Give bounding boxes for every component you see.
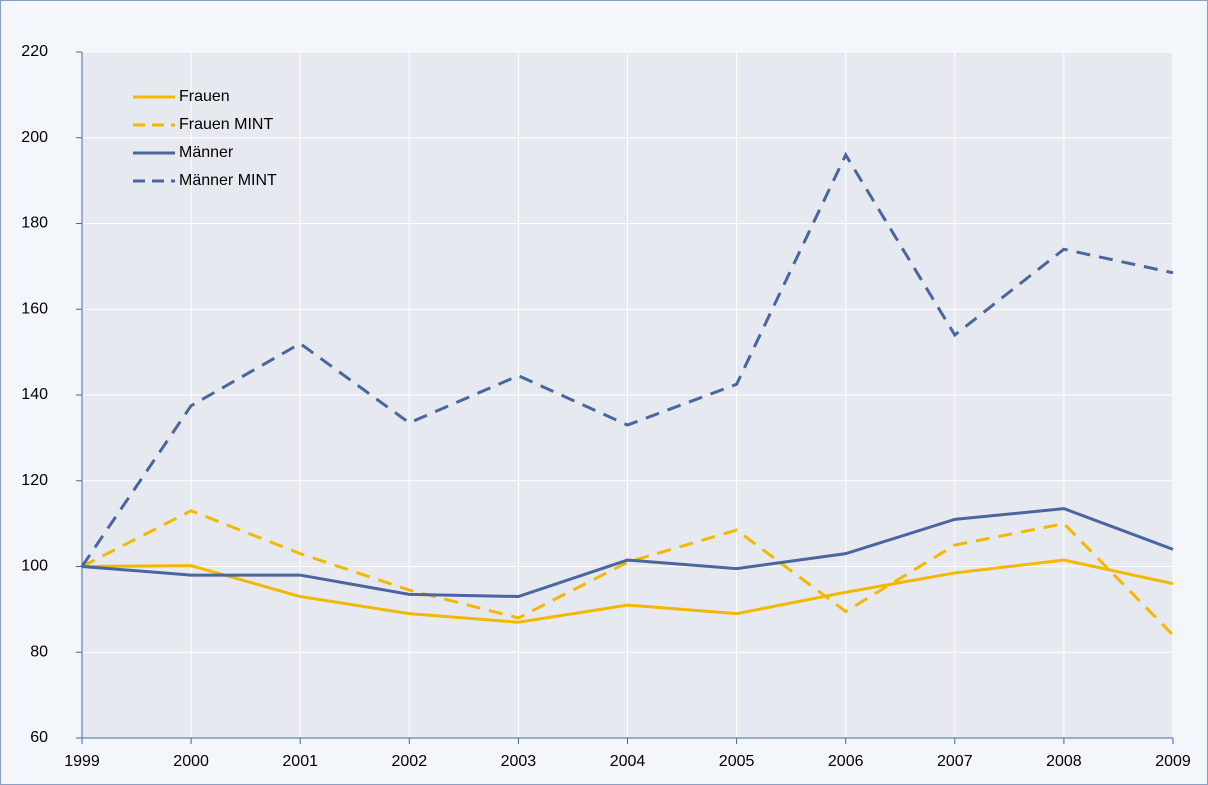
y-tick-label: 200 <box>21 129 48 146</box>
y-tick-label: 60 <box>30 729 48 746</box>
y-tick-label: 100 <box>21 558 48 575</box>
legend-label: Frauen MINT <box>179 116 273 133</box>
series-line <box>81 507 1174 599</box>
x-tick-label: 2005 <box>719 753 755 770</box>
x-tick-label: 2006 <box>828 753 864 770</box>
legend-label: Männer MINT <box>179 172 277 189</box>
y-tick-label: 140 <box>21 386 48 403</box>
x-tick-label: 2001 <box>282 753 318 770</box>
series-line <box>80 151 1174 568</box>
x-tick-label: 2003 <box>501 753 537 770</box>
y-tick-label: 160 <box>21 300 48 317</box>
y-tick-label: 220 <box>21 43 48 60</box>
x-tick-label: 2004 <box>610 753 646 770</box>
y-tick-label: 120 <box>21 472 48 489</box>
x-tick-label: 2007 <box>937 753 973 770</box>
legend-label: Männer <box>179 144 234 161</box>
x-tick-label: 2008 <box>1046 753 1082 770</box>
y-tick-label: 180 <box>21 215 48 232</box>
x-tick-label: 2009 <box>1155 753 1191 770</box>
x-tick-label: 1999 <box>64 753 100 770</box>
x-tick-label: 2002 <box>392 753 428 770</box>
y-tick-label: 80 <box>30 643 48 660</box>
legend-label: Frauen <box>179 88 230 105</box>
series-line <box>81 558 1174 624</box>
x-tick-label: 2000 <box>173 753 209 770</box>
